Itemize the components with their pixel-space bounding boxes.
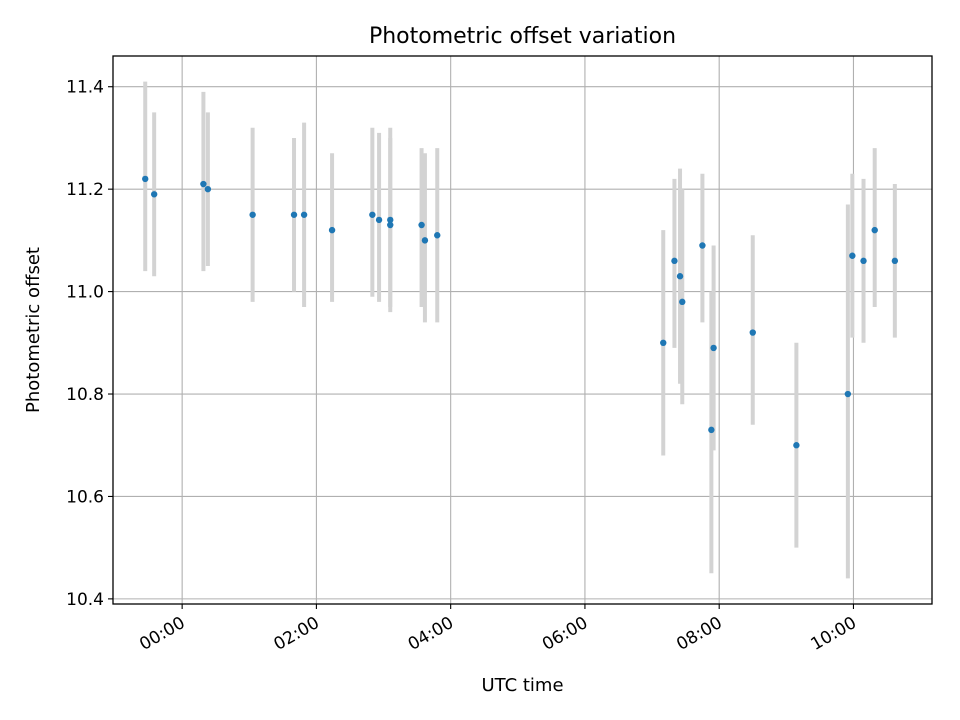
data-point — [300, 211, 308, 218]
plot-frame — [112, 55, 933, 605]
data-point — [204, 185, 212, 193]
data-point — [421, 237, 429, 244]
data-point — [844, 390, 852, 398]
data-point — [671, 257, 678, 265]
y-tick-label: 11.2 — [66, 180, 104, 200]
data-point — [708, 426, 715, 434]
data-point — [849, 252, 856, 259]
data-point — [142, 175, 149, 183]
data-point — [860, 257, 867, 265]
data-point — [387, 221, 394, 229]
data-point — [660, 339, 667, 347]
data-point — [328, 226, 336, 234]
data-point — [710, 344, 717, 352]
y-tick-label: 11.0 — [66, 283, 104, 303]
data-point — [676, 273, 684, 280]
y-tick-label: 10.4 — [66, 590, 104, 610]
y-tick-label: 10.8 — [66, 385, 104, 405]
data-point — [793, 442, 800, 449]
data-point — [434, 232, 441, 239]
data-point — [387, 216, 394, 224]
data-point — [249, 211, 256, 218]
data-point — [200, 180, 207, 188]
grid — [113, 56, 932, 604]
data-point — [749, 329, 756, 336]
x-axis-label: UTC time — [481, 675, 563, 696]
data-point — [418, 221, 425, 229]
data-points — [142, 175, 899, 449]
y-axis-label: Photometric offset — [23, 247, 44, 413]
data-point — [699, 242, 706, 249]
data-point — [871, 226, 878, 234]
data-point — [375, 216, 383, 224]
data-point — [891, 257, 899, 265]
y-tick-label: 11.4 — [66, 78, 104, 98]
y-tick-label: 10.6 — [66, 487, 104, 507]
data-point — [679, 298, 686, 306]
data-point — [290, 211, 298, 218]
chart-title: Photometric offset variation — [369, 24, 676, 49]
data-point — [150, 191, 158, 198]
data-point — [369, 211, 376, 218]
